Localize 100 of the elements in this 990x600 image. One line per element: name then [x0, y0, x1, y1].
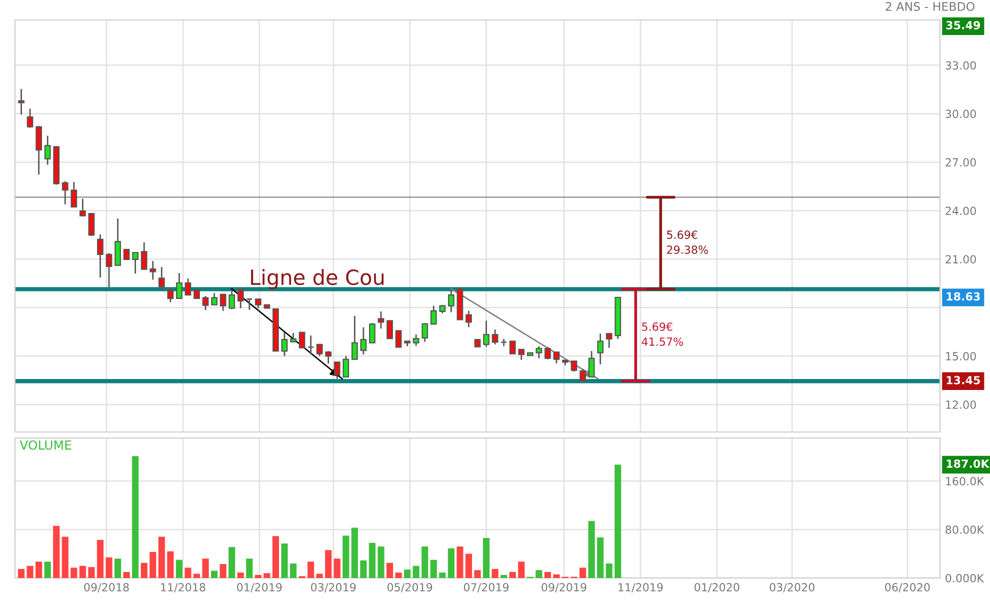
- candlestick: [237, 289, 244, 309]
- candlestick: [228, 290, 236, 310]
- bar: [395, 572, 402, 578]
- bar: [254, 574, 262, 578]
- bar: [88, 567, 95, 578]
- bar: [439, 572, 446, 578]
- bar: [378, 546, 384, 578]
- y-tick-label: 80.00K: [946, 525, 984, 534]
- bar: [448, 548, 454, 578]
- bar: [70, 568, 78, 578]
- ref-line-label: Ligne de Cou: [251, 269, 384, 290]
- bar: [62, 536, 68, 578]
- bar: [228, 547, 236, 578]
- bar: [509, 572, 516, 578]
- candlestick: [430, 305, 437, 325]
- bar: [536, 570, 542, 578]
- candlestick: [422, 322, 428, 343]
- bar: [518, 562, 525, 578]
- y-tick-label: 0.000K: [946, 574, 984, 582]
- x-tick-label: 03/2020: [770, 583, 814, 592]
- candlestick: [88, 212, 95, 237]
- y-tick-label: 30.00: [946, 110, 976, 118]
- candlestick: [606, 332, 612, 349]
- candlestick: [518, 348, 525, 361]
- candlestick: [307, 334, 314, 356]
- bar: [465, 554, 472, 578]
- candlestick: [360, 326, 367, 356]
- candlestick: [220, 294, 226, 312]
- bar: [588, 521, 595, 578]
- bar: [184, 568, 192, 578]
- candlestick: [412, 334, 420, 347]
- candlestick: [184, 278, 192, 296]
- candlestick: [26, 108, 34, 128]
- bar: [202, 558, 209, 578]
- chart-subtitle: 2 ANS - HEBDO: [886, 2, 974, 11]
- bar: [342, 536, 350, 578]
- x-tick-label: 09/2018: [84, 583, 129, 592]
- bar: [167, 551, 174, 578]
- candlestick: [79, 198, 86, 217]
- candlestick: [351, 315, 358, 360]
- annotation: 5.69€ 41.57%: [642, 322, 683, 346]
- bar: [606, 563, 612, 578]
- candlestick: [509, 340, 516, 354]
- bar: [351, 528, 358, 578]
- bar: [553, 574, 560, 578]
- bar: [482, 538, 490, 578]
- candlestick: [492, 328, 498, 346]
- candlestick: [140, 242, 148, 270]
- candlestick: [483, 320, 490, 348]
- candlestick: [246, 298, 253, 311]
- bar: [36, 562, 42, 578]
- bar: [500, 574, 508, 578]
- bar: [246, 558, 253, 578]
- candlestick: [62, 180, 68, 206]
- bar: [290, 563, 297, 578]
- candlestick: [334, 361, 340, 380]
- y-tick-label: 15.00: [946, 352, 976, 360]
- y-tick-label: 24.00: [946, 206, 976, 216]
- x-tick-label: 03/2019: [311, 583, 356, 592]
- bar: [158, 536, 165, 578]
- candlestick: [536, 346, 542, 360]
- candlestick: [167, 289, 174, 303]
- bar: [316, 574, 323, 578]
- bar: [26, 566, 34, 578]
- candlestick: [281, 332, 288, 357]
- candlestick: [570, 360, 578, 372]
- bar: [360, 560, 367, 578]
- bar: [220, 564, 226, 578]
- candlestick: [97, 234, 104, 278]
- bar: [96, 540, 104, 578]
- x-tick-label: 11/2019: [618, 583, 663, 592]
- bar: [193, 574, 200, 578]
- bar: [430, 560, 437, 578]
- candlestick: [202, 295, 209, 311]
- chart-title: VOLUME: [20, 440, 72, 450]
- candlestick: [544, 346, 551, 360]
- candlestick: [44, 134, 51, 166]
- bar: [386, 562, 394, 578]
- text: 187.0K: [946, 459, 990, 468]
- candlestick: [211, 292, 218, 306]
- candlestick: [597, 332, 604, 365]
- bar: [456, 546, 464, 578]
- candlestick: [466, 310, 472, 328]
- candlestick: [176, 272, 182, 300]
- bar: [544, 572, 551, 578]
- candlestick: [316, 344, 323, 357]
- bar: [211, 570, 218, 578]
- y-tick-label: 27.00: [946, 158, 976, 167]
- bar: [150, 552, 156, 578]
- candlestick: [106, 252, 112, 288]
- bar: [412, 566, 420, 578]
- bar: [18, 568, 25, 578]
- bar: [44, 562, 51, 578]
- bar: [325, 550, 332, 578]
- candlestick: [369, 322, 376, 344]
- annotation: 5.69€ 29.38%: [667, 230, 708, 254]
- candlestick: [342, 355, 350, 378]
- bar: [579, 568, 586, 578]
- candlestick: [123, 248, 130, 260]
- candlestick: [18, 88, 24, 116]
